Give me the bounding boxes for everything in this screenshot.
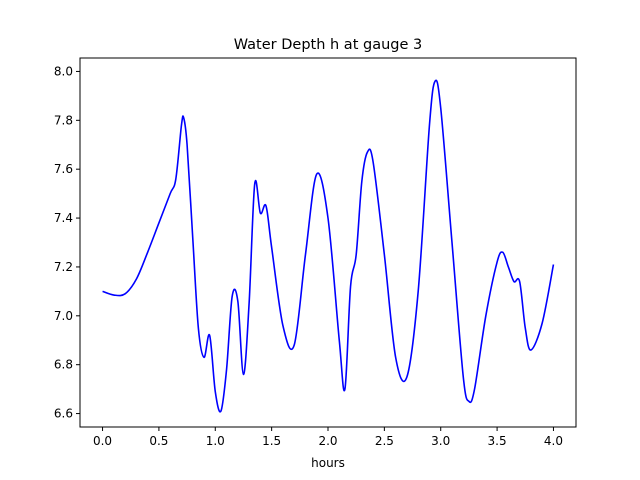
x-tick-label: 2.5 bbox=[375, 434, 394, 448]
x-tick-label: 1.0 bbox=[206, 434, 225, 448]
plot-area bbox=[102, 79, 555, 413]
y-tick-label: 7.4 bbox=[54, 211, 73, 225]
y-tick-label: 7.6 bbox=[54, 162, 73, 176]
x-tick-label: 3.0 bbox=[431, 434, 450, 448]
x-tick-label: 2.0 bbox=[318, 434, 337, 448]
x-axis-label: hours bbox=[311, 456, 345, 470]
y-tick-label: 6.8 bbox=[54, 358, 73, 372]
chart-title: Water Depth h at gauge 3 bbox=[234, 37, 422, 53]
y-tick-label: 6.6 bbox=[54, 407, 73, 421]
x-tick-label: 4.0 bbox=[544, 434, 563, 448]
x-tick-label: 0.5 bbox=[149, 434, 168, 448]
x-tick-label: 3.5 bbox=[488, 434, 507, 448]
y-tick-label: 8.0 bbox=[54, 64, 73, 78]
y-tick-label: 7.2 bbox=[54, 260, 73, 274]
series-line-0 bbox=[102, 79, 555, 413]
x-tick-label: 1.5 bbox=[262, 434, 281, 448]
y-tick-label: 7.8 bbox=[54, 113, 73, 127]
y-axis: 6.6 6.8 7.0 7.2 7.4 7.6 7.8 8.0 bbox=[54, 64, 80, 421]
x-tick-label: 0.0 bbox=[93, 434, 112, 448]
y-tick-label: 7.0 bbox=[54, 309, 73, 323]
x-axis: 0.0 0.5 1.0 1.5 2.0 2.5 3.0 3.5 4.0 bbox=[93, 427, 563, 448]
